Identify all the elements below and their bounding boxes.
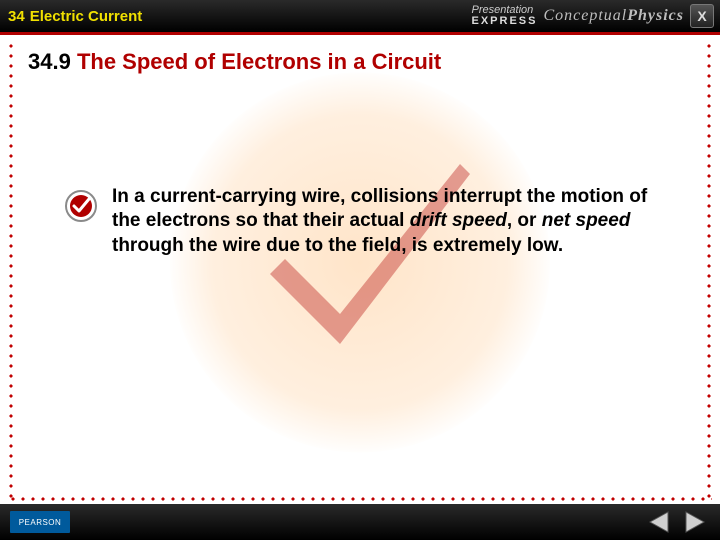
- dot-border-left: [8, 41, 14, 498]
- section-heading: 34.9 The Speed of Electrons in a Circuit: [28, 49, 700, 75]
- book-title: ConceptualPhysics: [543, 7, 684, 25]
- chapter-label: 34 Electric Current: [0, 8, 142, 25]
- background-checkmark-icon: [210, 114, 510, 414]
- presentation-express-logo: Presentation EXPRESS: [471, 5, 537, 27]
- section-title: The Speed of Electrons in a Circuit: [77, 49, 441, 74]
- prev-button[interactable]: [644, 510, 674, 534]
- express-logo-bottom: EXPRESS: [471, 16, 537, 27]
- chapter-number: 34: [8, 8, 25, 25]
- concept-check-icon: [64, 189, 98, 223]
- next-button[interactable]: [680, 510, 710, 534]
- body-post: through the wire due to the field, is ex…: [112, 235, 563, 256]
- footer-bar: PEARSON: [0, 504, 720, 540]
- dot-border-right: [706, 41, 712, 498]
- body-text: In a current-carrying wire, collisions i…: [112, 185, 660, 258]
- top-bar: 34 Electric Current Presentation EXPRESS…: [0, 0, 720, 32]
- section-number: 34.9: [28, 49, 71, 74]
- pearson-logo-text: PEARSON: [19, 518, 62, 527]
- slide-content: 34.9 The Speed of Electrons in a Circuit…: [0, 35, 720, 504]
- book-title-bold: Physics: [627, 7, 684, 24]
- topbar-right: Presentation EXPRESS ConceptualPhysics X: [471, 4, 720, 28]
- chapter-title: Electric Current: [30, 8, 143, 25]
- pearson-logo: PEARSON: [10, 511, 70, 533]
- book-title-pre: Conceptual: [543, 7, 627, 24]
- body-mid: , or: [507, 210, 542, 231]
- body-row: In a current-carrying wire, collisions i…: [64, 185, 660, 258]
- close-button[interactable]: X: [690, 4, 714, 28]
- body-ital-1: drift speed: [410, 210, 507, 231]
- body-ital-2: net speed: [542, 210, 631, 231]
- nav-controls: [644, 510, 720, 534]
- close-icon: X: [697, 8, 706, 24]
- dot-border-bottom: [8, 496, 712, 502]
